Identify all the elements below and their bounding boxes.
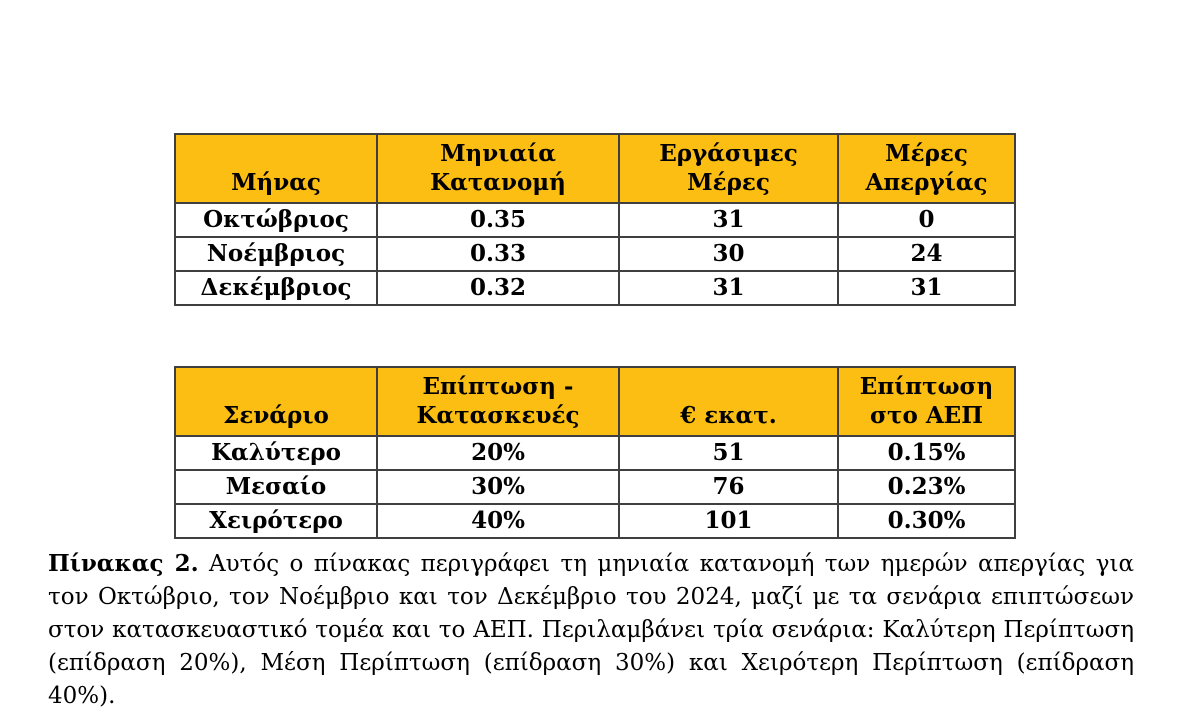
table1-row-november: Νοέμβριος 0.33 30 24 (174, 236, 1016, 272)
table-cell: 0.30% (837, 503, 1016, 539)
caption-text: Αυτός ο πίνακας περιγράφει τη μηνιαία κα… (48, 551, 1135, 709)
table1-row-december: Δεκέμβριος 0.32 31 31 (174, 270, 1016, 306)
table-cell: Δεκέμβριος (174, 270, 378, 306)
table-cell: Μεσαίο (174, 469, 378, 505)
table2-header-gdp-impact: Επίπτωση στο ΑΕΠ (837, 366, 1016, 437)
table-cell: 76 (618, 469, 839, 505)
table-cell: 0 (837, 202, 1016, 238)
table-cell: 30% (376, 469, 620, 505)
table1-header-working-days: Εργάσιμες Μέρες (618, 133, 839, 204)
table-cell: 31 (618, 270, 839, 306)
table-cell: 101 (618, 503, 839, 539)
table2-row-medium-case: Μεσαίο 30% 76 0.23% (174, 469, 1016, 505)
impact-scenarios-table: Σενάριο Επίπτωση - Κατασκευές € εκατ. Επ… (174, 366, 1016, 539)
table2-row-worst-case: Χειρότερο 40% 101 0.30% (174, 503, 1016, 539)
table2-row-best-case: Καλύτερο 20% 51 0.15% (174, 435, 1016, 471)
caption-label: Πίνακας 2. (48, 550, 199, 577)
table-cell: 0.15% (837, 435, 1016, 471)
table-cell: Χειρότερο (174, 503, 378, 539)
table-cell: 31 (618, 202, 839, 238)
table-cell: 31 (837, 270, 1016, 306)
table1-header-monthly-distribution: Μηνιαία Κατανομή (376, 133, 620, 204)
table-cell: 51 (618, 435, 839, 471)
monthly-strike-distribution-table: Μήνας Μηνιαία Κατανομή Εργάσιμες Μέρες Μ… (174, 133, 1016, 306)
table-caption: Πίνακας 2. Αυτός ο πίνακας περιγράφει τη… (48, 547, 1134, 713)
table2-header-construction-impact: Επίπτωση - Κατασκευές (376, 366, 620, 437)
table1-header-row: Μήνας Μηνιαία Κατανομή Εργάσιμες Μέρες Μ… (174, 133, 1016, 204)
table2-header-row: Σενάριο Επίπτωση - Κατασκευές € εκατ. Επ… (174, 366, 1016, 437)
table-cell: 24 (837, 236, 1016, 272)
table-cell: 40% (376, 503, 620, 539)
table2-header-scenario: Σενάριο (174, 366, 378, 437)
table-cell: Νοέμβριος (174, 236, 378, 272)
table-cell: 20% (376, 435, 620, 471)
table-cell: 30 (618, 236, 839, 272)
table-cell: 0.32 (376, 270, 620, 306)
table1-header-strike-days: Μέρες Απεργίας (837, 133, 1016, 204)
table-cell: Οκτώβριος (174, 202, 378, 238)
table-cell: 0.23% (837, 469, 1016, 505)
table-cell: 0.33 (376, 236, 620, 272)
table1-row-october: Οκτώβριος 0.35 31 0 (174, 202, 1016, 238)
table-cell: Καλύτερο (174, 435, 378, 471)
table-cell: 0.35 (376, 202, 620, 238)
table1-header-month: Μήνας (174, 133, 378, 204)
table2-header-eur-millions: € εκατ. (618, 366, 839, 437)
